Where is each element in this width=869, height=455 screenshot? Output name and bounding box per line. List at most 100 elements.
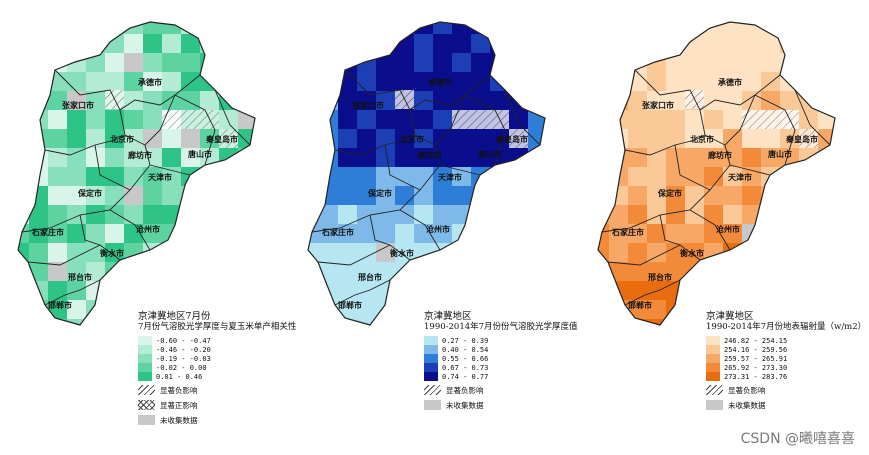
grid-cell [647, 91, 666, 110]
grid-cell [528, 281, 545, 300]
grid-cell [780, 72, 799, 91]
legend-class-label: -0.46 - -0.20 [156, 345, 211, 354]
grid-cell [319, 110, 338, 129]
grid-cell [124, 72, 143, 91]
city-label-tj: 天津市 [728, 172, 752, 182]
city-label-lf: 廊坊市 [418, 150, 442, 160]
grid-cell [67, 224, 86, 243]
grid-cell [357, 91, 376, 110]
grid-cell [509, 224, 528, 243]
grid-cell [143, 243, 162, 262]
grid-cell [338, 186, 357, 205]
legend-swatch [706, 354, 720, 363]
grid-cell [433, 167, 452, 186]
grid-cell [162, 148, 181, 167]
legend-class-row: 0.55 - 0.66 [424, 354, 578, 363]
grid-cell [124, 129, 143, 148]
grid-cell [685, 129, 704, 148]
grid-cell [357, 300, 376, 319]
legend-swatch [706, 336, 720, 345]
grid-cell [86, 205, 105, 224]
grid-cell [67, 167, 86, 186]
legend-swatch [138, 345, 152, 354]
legend-class-label: 273.31 - 283.76 [724, 372, 788, 381]
city-label-cz: 沧州市 [716, 224, 740, 234]
grid-cell [29, 205, 48, 224]
grid-cell [780, 243, 799, 262]
grid-cell [452, 34, 471, 53]
grid-cell [86, 34, 105, 53]
grid-cell [395, 224, 414, 243]
grid-cell [799, 243, 818, 262]
grid-cell [723, 91, 742, 110]
grid-cell [666, 262, 685, 281]
grid-cell [598, 281, 609, 300]
legend-swatch [706, 363, 720, 372]
grid-cell [48, 34, 67, 53]
grid-cell [67, 53, 86, 72]
legend-swatch [424, 363, 438, 372]
grid-cell [471, 22, 490, 34]
grid-cell [319, 34, 338, 53]
grid-cell [704, 167, 723, 186]
grid-cell [18, 205, 29, 224]
grid-cell [395, 22, 414, 34]
grid-cell [452, 186, 471, 205]
grid-cell [609, 110, 628, 129]
grid-cell [742, 91, 761, 110]
city-label-hs: 衡水市 [390, 248, 414, 258]
grid-cell [742, 281, 761, 300]
legend-class-label: 0.40 - 0.54 [442, 345, 489, 354]
grid-cell [685, 281, 704, 300]
legend-class-row: 246.82 - 254.15 [706, 336, 866, 345]
grid-cell [219, 262, 238, 281]
legend-extra-row: 未收集数据 [424, 399, 578, 411]
grid-cell [647, 281, 666, 300]
grid-cell [761, 281, 780, 300]
grid-cell [338, 110, 357, 129]
grid-cell [257, 281, 276, 300]
city-label-hd: 邯郸市 [628, 300, 652, 310]
grid-cell [509, 281, 528, 300]
grid-cell [837, 281, 856, 300]
grid-cell [723, 186, 742, 205]
grid-cell [143, 22, 162, 34]
grid-cell [357, 148, 376, 167]
grid-cell [509, 205, 528, 224]
grid-cell [666, 72, 685, 91]
grid-cell [818, 224, 835, 243]
legend-subtitle: 7月份气溶胶光学厚度与夏玉米单产相关性 [138, 322, 297, 332]
legend-swatch [424, 345, 438, 354]
grid-cell [200, 167, 219, 186]
grid-cell [18, 22, 29, 34]
grid-cell [742, 129, 761, 148]
grid-cell [818, 22, 835, 34]
grid-cell [799, 186, 818, 205]
city-label-bj: 北京市 [690, 134, 714, 144]
grid-cell [395, 205, 414, 224]
grid-cell [647, 319, 666, 325]
grid-cell [414, 262, 433, 281]
legend-extra-label: 未收集数据 [728, 400, 766, 410]
grid-cell [18, 224, 29, 243]
grid-cell [628, 129, 647, 148]
grid-cell [433, 53, 452, 72]
grid-cell [319, 205, 338, 224]
grid-cell [124, 205, 143, 224]
grid-cell [29, 72, 48, 91]
grid-cell [338, 224, 357, 243]
grid-cell [780, 22, 799, 34]
grid-cell [471, 224, 490, 243]
city-label-hd: 邯郸市 [338, 300, 362, 310]
grid-cell [376, 72, 395, 91]
grid-cell [200, 224, 219, 243]
grid-cell [818, 243, 835, 262]
grid-cell [685, 148, 704, 167]
city-label-sjz: 石家庄市 [611, 227, 644, 237]
grid-cell [357, 72, 376, 91]
grid-cell [124, 53, 143, 72]
grid-cell [598, 34, 609, 53]
grid-cell [837, 110, 856, 129]
